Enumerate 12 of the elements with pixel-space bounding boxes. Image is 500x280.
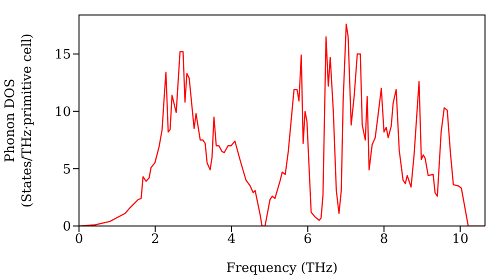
x-axis-title: Frequency (THz)	[226, 261, 338, 276]
x-tick-label: 0	[74, 232, 84, 248]
x-tick-label: 6	[304, 232, 312, 248]
x-tick-label: 10	[452, 232, 468, 248]
y-axis-title: Phonon DOS (States/THz·primitive cell)	[3, 33, 35, 208]
y-tick-label: 0	[62, 220, 71, 235]
x-tick-label: 8	[380, 232, 388, 248]
x-tick-label: 4	[227, 232, 236, 248]
y-tick-label: 5	[62, 162, 71, 178]
x-tick-label: 2	[151, 232, 160, 248]
y-tick-label: 15	[54, 48, 71, 63]
y-tick-label: 10	[54, 104, 71, 120]
